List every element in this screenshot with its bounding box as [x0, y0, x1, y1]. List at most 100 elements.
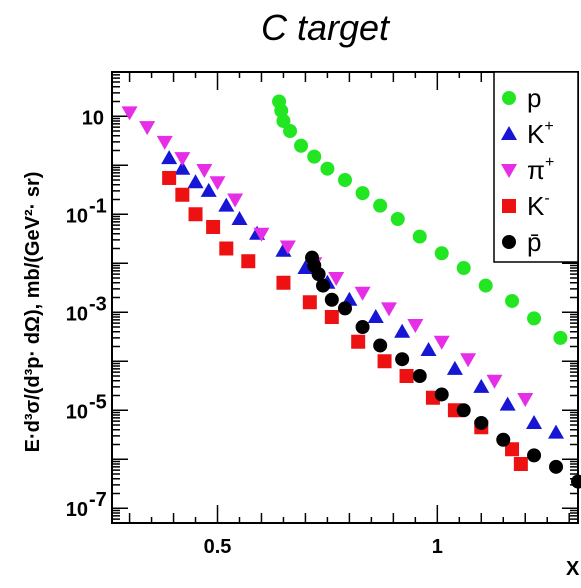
- data-point: [527, 311, 542, 326]
- legend-label: p̄: [527, 227, 541, 257]
- data-point: [276, 113, 291, 128]
- legend-marker: [501, 126, 517, 140]
- data-point: [241, 254, 256, 269]
- data-point: [527, 448, 542, 463]
- data-point: [505, 442, 520, 457]
- legend-marker: [502, 199, 516, 213]
- data-point: [174, 152, 191, 167]
- y-tick-label-base: 10: [66, 499, 88, 521]
- y-tick-label: 10 -1: [66, 195, 107, 227]
- data-point: [227, 193, 244, 208]
- data-point: [338, 301, 352, 316]
- data-point: [231, 210, 248, 225]
- data-point: [496, 432, 511, 447]
- legend-marker: [501, 164, 517, 178]
- data-point: [412, 369, 427, 384]
- legend-entry: p: [502, 83, 541, 113]
- data-point: [390, 211, 405, 226]
- data-point: [377, 354, 392, 369]
- data-point: [433, 335, 450, 350]
- data-point: [478, 278, 493, 293]
- data-point: [276, 275, 291, 290]
- data-point: [283, 124, 298, 139]
- data-point: [139, 121, 156, 136]
- data-point: [121, 106, 138, 121]
- x-axis-label: X: [566, 558, 580, 580]
- legend-entry: K-: [502, 190, 550, 221]
- data-point: [456, 403, 471, 418]
- data-point: [174, 160, 191, 175]
- data-point: [355, 320, 370, 335]
- data-point: [218, 197, 235, 212]
- data-point: [399, 369, 414, 384]
- series-pi+: [121, 106, 534, 407]
- data-point: [206, 219, 221, 234]
- series-p: [272, 94, 568, 345]
- y-tick-label-base: 10: [66, 205, 88, 227]
- data-point: [549, 459, 564, 474]
- data-point: [161, 150, 178, 165]
- data-point: [196, 163, 213, 178]
- legend-label: p: [527, 83, 541, 113]
- data-point: [302, 295, 317, 310]
- data-point: [473, 378, 490, 393]
- y-tick-label-exponent: -7: [89, 489, 107, 511]
- data-point: [162, 170, 177, 185]
- data-point: [486, 374, 503, 389]
- y-tick-label-exponent: -1: [89, 195, 107, 217]
- data-point: [355, 186, 370, 201]
- x-tick-label: 1: [432, 536, 443, 558]
- data-point: [474, 415, 489, 430]
- data-point: [175, 187, 190, 202]
- data-point: [373, 198, 388, 213]
- data-point: [380, 302, 397, 317]
- y-axis-label: E·d³σ/(d³p· dΩ), mb/(GeV²· sr): [22, 172, 44, 453]
- legend-label-superscript: +: [544, 118, 553, 135]
- legend-label-superscript: +: [545, 154, 554, 171]
- data-point: [460, 353, 477, 368]
- data-point: [395, 352, 410, 367]
- legend-label: K-: [527, 190, 550, 221]
- data-point: [324, 309, 339, 324]
- y-tick-label-exponent: -5: [89, 391, 107, 413]
- data-point: [373, 338, 388, 353]
- data-point: [338, 173, 352, 188]
- data-point: [548, 424, 565, 439]
- y-tick-label-exponent: -3: [89, 293, 107, 315]
- y-tick-label-base: 10: [66, 401, 88, 423]
- data-point: [328, 272, 345, 287]
- data-point: [394, 323, 411, 338]
- data-point: [367, 308, 384, 323]
- legend-label-superscript: -: [544, 190, 549, 207]
- data-point: [307, 149, 322, 164]
- chart-title: C target: [261, 7, 391, 48]
- data-point: [407, 318, 424, 333]
- data-point: [320, 161, 335, 176]
- y-tick-label: 10: [82, 107, 104, 129]
- data-point: [434, 387, 449, 402]
- y-tick-label: 10 -7: [66, 489, 107, 521]
- y-tick-label: 10 -3: [66, 293, 107, 325]
- y-tick-label: 10 -5: [66, 391, 107, 423]
- data-points: [121, 94, 581, 489]
- data-point: [434, 246, 449, 261]
- series-K-: [162, 170, 528, 471]
- data-point: [200, 182, 217, 197]
- data-point: [513, 456, 528, 471]
- legend-marker: [502, 91, 516, 105]
- data-point: [499, 396, 516, 411]
- data-point: [253, 227, 270, 242]
- data-point: [517, 392, 534, 407]
- data-point: [311, 267, 326, 282]
- data-point: [412, 229, 427, 244]
- data-point: [209, 176, 226, 191]
- data-point: [187, 174, 204, 189]
- data-point: [526, 414, 543, 429]
- data-point: [571, 474, 581, 489]
- data-point: [279, 240, 296, 255]
- data-point: [294, 138, 309, 153]
- data-point: [456, 260, 471, 275]
- legend-entry: p̄: [502, 227, 541, 257]
